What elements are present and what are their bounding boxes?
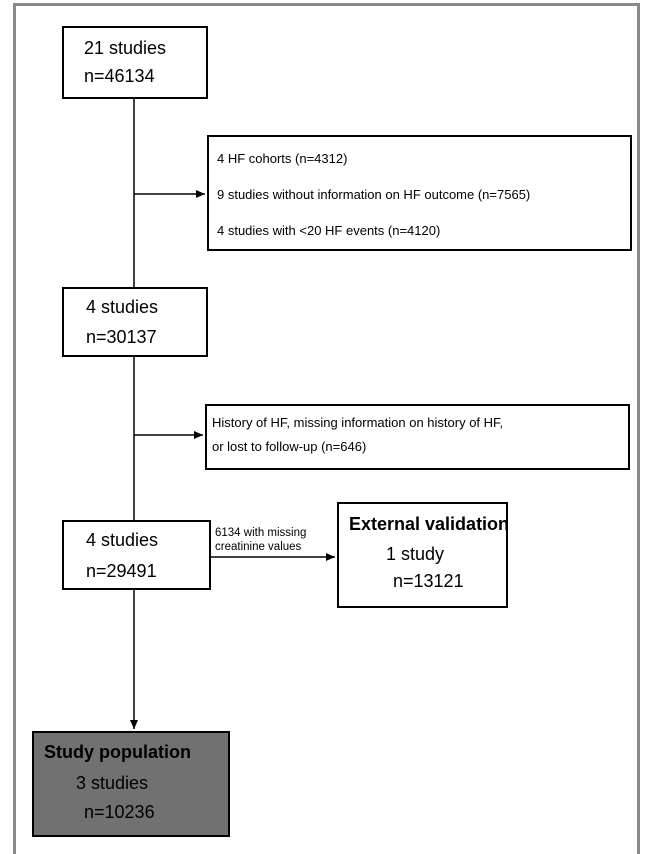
- exclusion-1-item-3: 4 studies with <20 HF events (n=4120): [217, 223, 441, 238]
- box-initial-studies: 21 studies n=46134: [62, 26, 208, 99]
- validation-note: 6134 with missing creatinine values: [215, 526, 306, 554]
- validation-note-line-2: creatinine values: [215, 541, 302, 553]
- exclusion-1-item-2: 9 studies without information on HF outc…: [217, 187, 531, 202]
- box-exclusion-2: History of HF, missing information on hi…: [205, 404, 630, 470]
- validation-studies: 1 study: [386, 544, 445, 564]
- exclusion-2-line-2: or lost to follow-up (n=646): [212, 439, 367, 454]
- initial-studies-count: 21 studies: [84, 38, 167, 58]
- box-external-validation: External validation 1 study n=13121: [337, 502, 510, 608]
- population-title: Study population: [44, 742, 191, 762]
- initial-participants: n=46134: [84, 66, 155, 86]
- exclusion-1-item-1: 4 HF cohorts (n=4312): [217, 151, 348, 166]
- population-participants: n=10236: [84, 802, 155, 822]
- box-study-population: Study population 3 studies n=10236: [32, 731, 230, 837]
- box-step-2: 4 studies n=30137: [62, 287, 208, 357]
- step-3-studies: 4 studies: [86, 530, 159, 550]
- box-step-3: 4 studies n=29491: [62, 520, 211, 590]
- step-3-participants: n=29491: [86, 561, 157, 581]
- population-studies: 3 studies: [76, 773, 149, 793]
- validation-title: External validation: [349, 514, 510, 534]
- step-2-studies: 4 studies: [86, 297, 159, 317]
- box-exclusion-1: 4 HF cohorts (n=4312) 9 studies without …: [207, 135, 632, 251]
- figure-frame: [13, 3, 640, 854]
- exclusion-2-line-1: History of HF, missing information on hi…: [212, 415, 504, 430]
- validation-participants: n=13121: [393, 571, 464, 591]
- step-2-participants: n=30137: [86, 327, 157, 347]
- validation-note-line-1: 6134 with missing: [215, 527, 307, 539]
